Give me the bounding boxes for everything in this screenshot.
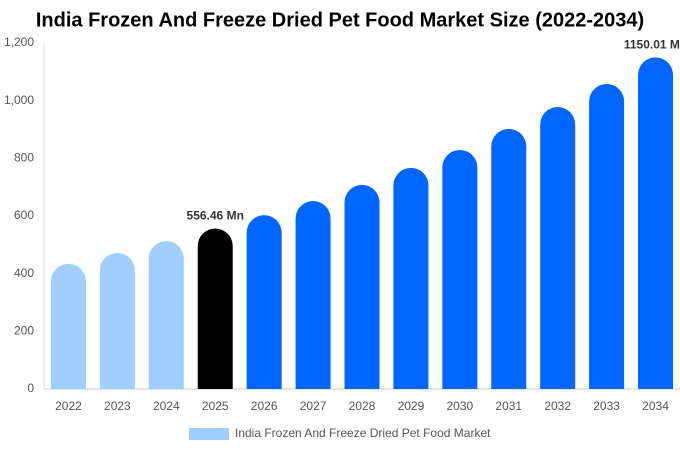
value-label: 556.46 Mn — [187, 209, 244, 223]
y-tick-label: 1,000 — [4, 93, 34, 107]
x-tick-label: 2022 — [55, 399, 82, 413]
bar — [99, 252, 135, 389]
x-tick-label: 2025 — [202, 399, 229, 413]
bar — [589, 83, 625, 390]
y-tick-label: 400 — [14, 266, 34, 280]
y-tick-label: 1,200 — [4, 35, 34, 49]
legend-label: India Frozen And Freeze Dried Pet Food M… — [235, 426, 491, 440]
bar — [295, 201, 331, 389]
x-tick-label: 2027 — [300, 399, 327, 413]
bar — [197, 228, 233, 389]
bar — [50, 263, 86, 389]
y-tick-label: 800 — [14, 151, 34, 165]
bar — [442, 149, 478, 389]
x-tick-label: 2034 — [642, 399, 669, 413]
x-tick-label: 2024 — [153, 399, 180, 413]
x-tick-label: 2031 — [495, 399, 522, 413]
x-tick-label: 2028 — [349, 399, 376, 413]
x-tick-label: 2033 — [593, 399, 620, 413]
x-tick-label: 2029 — [398, 399, 425, 413]
x-tick-label: 2030 — [446, 399, 473, 413]
bar — [491, 128, 527, 389]
bar — [148, 241, 184, 389]
x-tick-label: 2023 — [104, 399, 131, 413]
value-label: 1150.01 Mn — [624, 38, 680, 52]
chart-title: India Frozen And Freeze Dried Pet Food M… — [36, 9, 644, 31]
y-tick-label: 600 — [14, 208, 34, 222]
bar — [344, 184, 380, 389]
y-tick-label: 200 — [14, 324, 34, 338]
y-tick-label: 0 — [27, 381, 34, 395]
legend-swatch — [189, 428, 229, 440]
x-tick-label: 2026 — [251, 399, 278, 413]
bar — [638, 57, 674, 389]
bar — [246, 215, 282, 389]
bar — [540, 107, 576, 389]
bar — [393, 167, 429, 389]
x-tick-label: 2032 — [544, 399, 571, 413]
